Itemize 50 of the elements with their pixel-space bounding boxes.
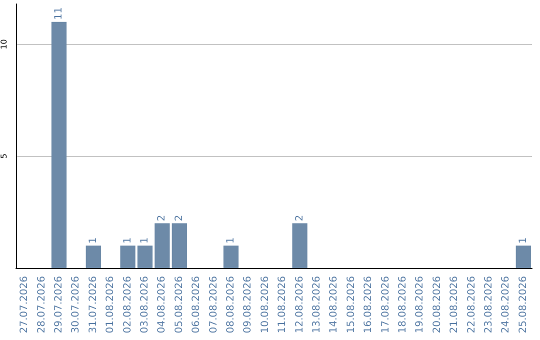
bar	[120, 246, 136, 268]
x-tick-label: 20.08.2026	[432, 276, 443, 334]
data-label: 2	[174, 214, 185, 222]
x-tick-label: 05.08.2026	[174, 276, 185, 334]
data-label: 1	[88, 237, 99, 244]
bar	[516, 246, 531, 268]
bar	[154, 223, 170, 268]
x-tick-label: 11.08.2026	[277, 276, 288, 334]
x-tick-label: 14.08.2026	[328, 276, 340, 334]
x-tick-label: 02.08.2026	[122, 276, 134, 334]
bar	[223, 246, 239, 268]
x-tick-label: 29.07.2026	[54, 276, 64, 334]
x-tick-label: 12.08.2026	[294, 276, 306, 334]
data-label: 2	[156, 214, 168, 222]
x-tick-label: 07.08.2026	[208, 276, 220, 334]
x-tick-label: 03.08.2026	[140, 276, 150, 334]
x-tick-label: 06.08.2026	[191, 276, 202, 334]
bar	[137, 246, 153, 268]
x-tick-label: 08.08.2026	[226, 276, 236, 334]
x-tick-label: 21.08.2026	[449, 276, 460, 334]
x-tick-label: 18.08.2026	[398, 276, 408, 334]
x-tick-label: 10.08.2026	[260, 276, 271, 334]
data-label: 1	[518, 237, 529, 244]
x-tick-label: 28.07.2026	[36, 276, 48, 334]
y-tick-label: 10	[0, 39, 8, 50]
bar	[86, 246, 101, 268]
data-label: 1	[140, 237, 150, 244]
x-tick-label: 01.08.2026	[105, 276, 116, 334]
x-tick-label: 24.08.2026	[500, 276, 512, 334]
x-tick-label: 27.07.2026	[19, 276, 30, 334]
y-tick-label: 5	[0, 154, 8, 159]
x-tick-label: 19.08.2026	[414, 276, 426, 334]
data-label: 1	[122, 237, 134, 244]
x-tick-label: 31.07.2026	[88, 276, 99, 334]
x-tick-label: 09.08.2026	[242, 276, 254, 334]
data-label: 1	[226, 237, 236, 244]
x-tick-label: 16.08.2026	[363, 276, 374, 334]
bar	[172, 223, 187, 268]
x-tick-label: 15.08.2026	[346, 276, 357, 334]
x-tick-label: 13.08.2026	[312, 276, 322, 334]
x-tick-label: 04.08.2026	[156, 276, 168, 334]
x-tick-label: 23.08.2026	[484, 276, 494, 334]
x-tick-label: 30.07.2026	[70, 276, 82, 334]
bar	[292, 223, 308, 268]
x-tick-label: 17.08.2026	[380, 276, 392, 334]
x-tick-label: 22.08.2026	[466, 276, 478, 334]
bar	[51, 22, 67, 268]
data-label: 2	[294, 214, 306, 222]
data-label: 11	[54, 7, 64, 20]
x-tick-label: 25.08.2026	[518, 276, 529, 334]
